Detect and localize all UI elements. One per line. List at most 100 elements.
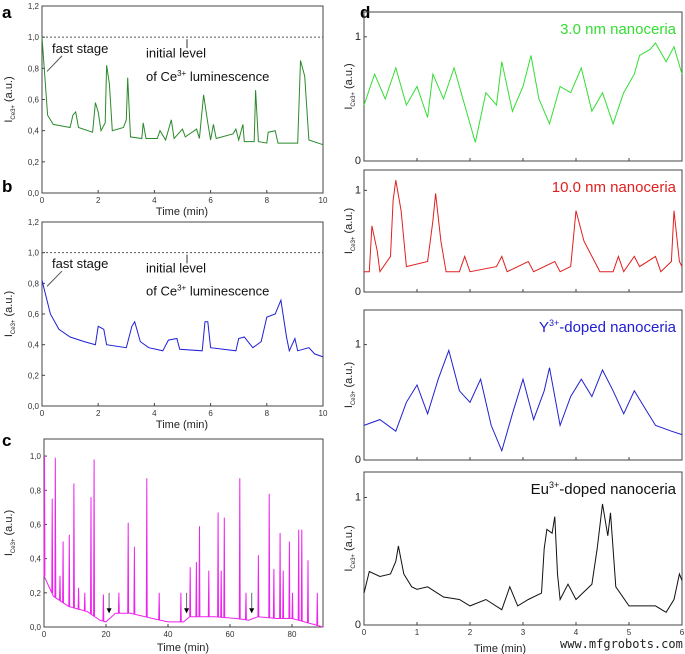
- watermark: www.mfgrobots.com: [560, 637, 683, 651]
- x-tick-label: 8: [265, 409, 270, 418]
- x-tick-label: 60: [226, 630, 235, 639]
- annotation-initial-level: initial level: [146, 261, 206, 276]
- x-tick-label: 10: [319, 196, 328, 205]
- y-tick-label: 1,0: [28, 249, 40, 258]
- y-tick-label: 1,2: [28, 2, 40, 11]
- x-tick-label: 2: [96, 409, 101, 418]
- x-tick-label: 6: [208, 196, 213, 205]
- panel-label-a: a: [2, 3, 12, 22]
- y-tick-label: 0: [355, 454, 361, 466]
- y-tick-label: 1,2: [28, 218, 40, 227]
- annotation-ce-luminescence: of Ce3+ luminescence: [146, 284, 269, 299]
- data-series: [363, 348, 683, 453]
- x-tick-label: 2: [468, 628, 473, 637]
- subpanel-title: Eu3+-doped nanoceria: [531, 480, 677, 498]
- chart-panel-b: [41, 221, 324, 407]
- y-tick-label: 0,4: [30, 555, 42, 564]
- x-tick-label: 6: [680, 628, 685, 637]
- y-axis-label: ICe3+ (a.u.): [343, 362, 357, 408]
- y-axis-label: ICe3+ (a.u.): [343, 525, 357, 571]
- plot-frame: [41, 221, 324, 407]
- y-tick-label: 0,6: [30, 520, 42, 529]
- x-tick-label: 20: [102, 630, 111, 639]
- x-tick-label: 4: [152, 196, 157, 205]
- x-tick-label: 1: [415, 628, 420, 637]
- y-tick-label: 0: [355, 619, 361, 631]
- subpanel-title: Y3+-doped nanoceria: [539, 318, 677, 336]
- subpanel-title: 3.0 nm nanoceria: [560, 21, 677, 38]
- y-tick-label: 0,2: [28, 371, 40, 380]
- y-tick-label: 0,0: [30, 623, 42, 632]
- y-axis-label: ICe3+ (a.u.): [343, 63, 357, 109]
- y-tick-label: 0,2: [28, 158, 40, 167]
- x-tick-label: 5: [627, 628, 632, 637]
- arrow-head: [184, 608, 190, 614]
- y-tick-label: 0: [355, 155, 361, 167]
- data-series: [363, 503, 683, 613]
- arrow-head: [106, 608, 112, 614]
- y-tick-label: 0,2: [30, 589, 42, 598]
- x-tick-label: 40: [164, 630, 173, 639]
- annotation-fast-stage: fast stage: [52, 41, 108, 56]
- data-series: [364, 180, 683, 274]
- y-axis-label: ICe3+ (a.u.): [3, 510, 17, 556]
- panel-label-c: c: [2, 431, 11, 450]
- y-tick-label: 0,0: [28, 402, 40, 411]
- y-tick-label: 1: [355, 339, 361, 351]
- x-tick-label: 8: [265, 196, 270, 205]
- x-tick-label: 2: [96, 196, 101, 205]
- y-tick-label: 0,0: [28, 189, 40, 198]
- x-axis-label: Time (min): [156, 419, 208, 431]
- y-axis-label: ICe3+ (a.u.): [3, 291, 17, 337]
- y-tick-label: 1: [355, 492, 361, 504]
- annotation-arrow: [46, 270, 63, 287]
- data-series: [363, 42, 683, 143]
- y-tick-label: 0,8: [28, 64, 40, 73]
- arrow-head: [249, 608, 255, 614]
- y-tick-label: 0,6: [28, 310, 40, 319]
- y-tick-label: 1,0: [28, 33, 40, 42]
- data-series: [41, 37, 324, 146]
- x-tick-label: 0: [40, 196, 45, 205]
- plot-frame: [43, 438, 324, 628]
- x-tick-label: 6: [208, 409, 213, 418]
- chart-panel-c: [43, 438, 324, 628]
- annotation-ce-luminescence: of Ce3+ luminescence: [146, 69, 269, 84]
- panel-label-b: b: [2, 177, 12, 196]
- x-tick-label: 3: [521, 628, 526, 637]
- data-series: [43, 456, 324, 628]
- data-series: [41, 280, 324, 358]
- chart-subpanel-d1: 3.0 nm nanoceria: [363, 11, 683, 162]
- chart-subpanel-d4: Eu3+-doped nanoceria: [363, 471, 683, 626]
- y-tick-label: 1: [355, 184, 361, 196]
- x-axis-label: Time (min): [157, 642, 209, 654]
- x-tick-label: 80: [288, 630, 297, 639]
- x-axis-label: Time (min): [156, 206, 208, 218]
- y-axis-label: ICe3+ (a.u.): [343, 208, 357, 254]
- y-tick-label: 0: [355, 286, 361, 298]
- x-tick-label: 0: [362, 628, 367, 637]
- annotation-arrow: [46, 55, 63, 72]
- annotation-initial-level: initial level: [146, 45, 206, 60]
- y-axis-label: ICe3+ (a.u.): [3, 76, 17, 122]
- plot-frame: [41, 5, 324, 194]
- x-tick-label: 0: [40, 409, 45, 418]
- y-tick-label: 0,8: [30, 486, 42, 495]
- y-tick-label: 0,6: [28, 96, 40, 105]
- x-axis-label: Time (min): [474, 643, 526, 654]
- y-tick-label: 0,4: [28, 127, 40, 136]
- annotation-fast-stage: fast stage: [52, 256, 108, 271]
- x-tick-label: 0: [42, 630, 47, 639]
- y-tick-label: 1,0: [30, 452, 42, 461]
- x-tick-label: 4: [574, 628, 579, 637]
- y-tick-label: 0,8: [28, 279, 40, 288]
- chart-panel-a: [41, 5, 324, 194]
- chart-subpanel-d3: Y3+-doped nanoceria: [363, 309, 683, 461]
- y-tick-label: 1: [355, 31, 361, 43]
- subpanel-title: 10.0 nm nanoceria: [552, 179, 677, 196]
- x-tick-label: 10: [319, 409, 328, 418]
- chart-subpanel-d2: 10.0 nm nanoceria: [363, 169, 683, 293]
- y-tick-label: 0,4: [28, 341, 40, 350]
- x-tick-label: 4: [152, 409, 157, 418]
